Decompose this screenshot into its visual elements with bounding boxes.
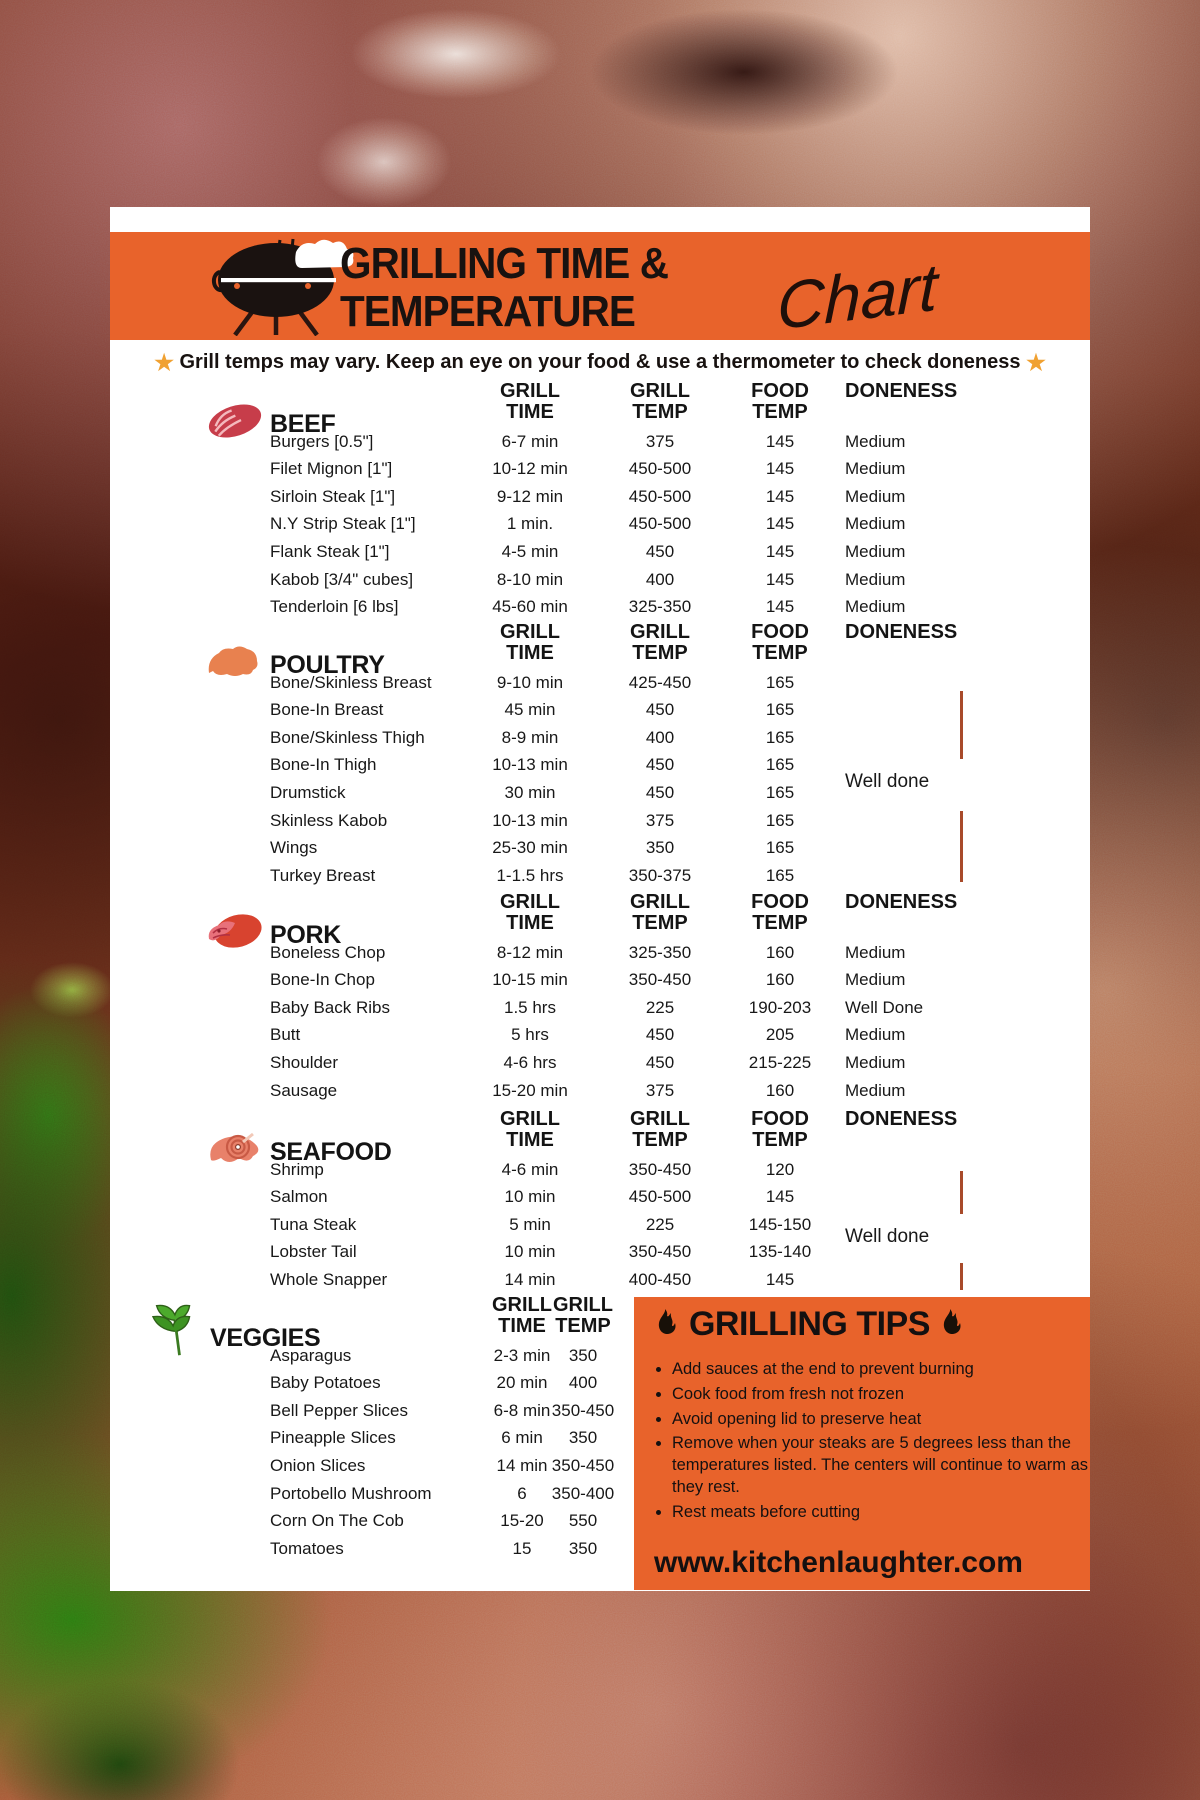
svg-text:Chart: Chart	[780, 250, 941, 344]
